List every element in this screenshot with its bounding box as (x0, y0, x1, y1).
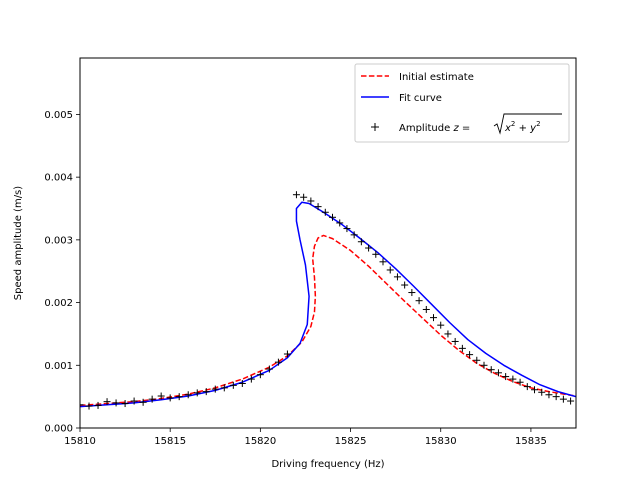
data-point (343, 225, 351, 233)
data-point (94, 401, 102, 409)
x-tick-label: 15825 (335, 436, 367, 447)
data-point (372, 250, 380, 258)
data-point (552, 393, 560, 401)
y-tick-label: 0.001 (44, 361, 73, 372)
data-point (300, 193, 308, 201)
legend-frame (354, 63, 570, 143)
data-point (538, 388, 546, 396)
x-tick-label: 15820 (244, 436, 276, 447)
data-point (247, 375, 255, 383)
y-tick-label: 0.000 (44, 424, 73, 435)
data-point (458, 344, 466, 352)
data-point (329, 213, 337, 221)
data-point (531, 386, 539, 394)
data-point (487, 366, 495, 374)
legend-label-amplitude-prefix: Amplitude (399, 123, 453, 134)
data-point (184, 391, 192, 399)
data-point (307, 197, 315, 205)
series-initial-estimate-line (80, 234, 576, 407)
y-tick-label: 0.002 (44, 298, 73, 309)
data-point (256, 371, 264, 379)
data-point (274, 358, 282, 366)
data-point (265, 365, 273, 373)
data-point (494, 369, 502, 377)
x-tick-label: 15830 (425, 436, 457, 447)
series-layer (80, 191, 576, 410)
data-point (238, 379, 246, 387)
data-point (229, 381, 237, 389)
data-point (379, 258, 387, 266)
data-point (437, 321, 445, 329)
data-point (202, 388, 210, 396)
data-point (112, 399, 120, 407)
y-tick-label: 0.005 (44, 110, 73, 121)
data-point (321, 208, 329, 216)
series-amplitude (80, 191, 575, 410)
x-tick-label: 15815 (154, 436, 186, 447)
x-tick-label: 15810 (64, 436, 96, 447)
x-axis: 15810 15815 15820 15825 15830 15835 (64, 428, 547, 447)
legend-label-initial-estimate: Initial estimate (399, 72, 474, 83)
data-point (401, 281, 409, 289)
y-tick-label: 0.004 (44, 173, 73, 184)
x-axis-label: Driving frequency (Hz) (271, 459, 384, 470)
data-point (103, 398, 111, 406)
data-point (393, 273, 401, 281)
data-point (350, 231, 358, 239)
data-point (523, 383, 531, 391)
legend-formula-sqrt: x2 + y2 (493, 113, 562, 135)
data-point (292, 191, 300, 199)
data-point (509, 375, 517, 383)
data-point (193, 389, 201, 397)
data-point (211, 385, 219, 393)
data-point (175, 393, 183, 401)
data-point (357, 238, 365, 246)
y-axis: 0.000 0.001 0.002 0.003 0.004 0.005 (44, 110, 80, 435)
legend: Initial estimate Fit curve Amplitude z =… (354, 63, 570, 143)
data-point (430, 314, 438, 322)
data-point (422, 305, 430, 313)
data-point (466, 351, 474, 359)
data-point (480, 361, 488, 369)
data-point (314, 203, 322, 211)
data-point (559, 395, 567, 403)
data-point (283, 350, 291, 358)
svg-text:x2 + y2: x2 + y2 (504, 120, 541, 134)
data-point (516, 378, 524, 386)
data-point (444, 330, 452, 338)
data-point (408, 289, 416, 297)
legend-label-amplitude: Amplitude z = (399, 123, 470, 134)
data-point (139, 398, 147, 406)
data-point (545, 391, 553, 399)
y-axis-label: Speed amplitude (m/s) (13, 186, 24, 300)
data-point (148, 395, 156, 403)
data-point (121, 400, 129, 408)
data-point (130, 397, 138, 405)
data-point (336, 219, 344, 227)
data-point (157, 392, 165, 400)
data-point (567, 397, 575, 405)
data-point (80, 401, 84, 409)
data-point (451, 337, 459, 345)
y-tick-label: 0.003 (44, 235, 73, 246)
data-point (85, 402, 93, 410)
data-point (502, 373, 510, 381)
data-point (386, 266, 394, 274)
data-point (415, 297, 423, 305)
x-tick-label: 15835 (515, 436, 547, 447)
data-point (220, 384, 228, 392)
data-point (166, 394, 174, 402)
legend-swatch-amplitude-marker (371, 123, 379, 131)
plot-frame (79, 57, 577, 429)
legend-label-fit-curve: Fit curve (399, 93, 442, 104)
data-point (365, 244, 373, 252)
data-point (473, 356, 481, 364)
